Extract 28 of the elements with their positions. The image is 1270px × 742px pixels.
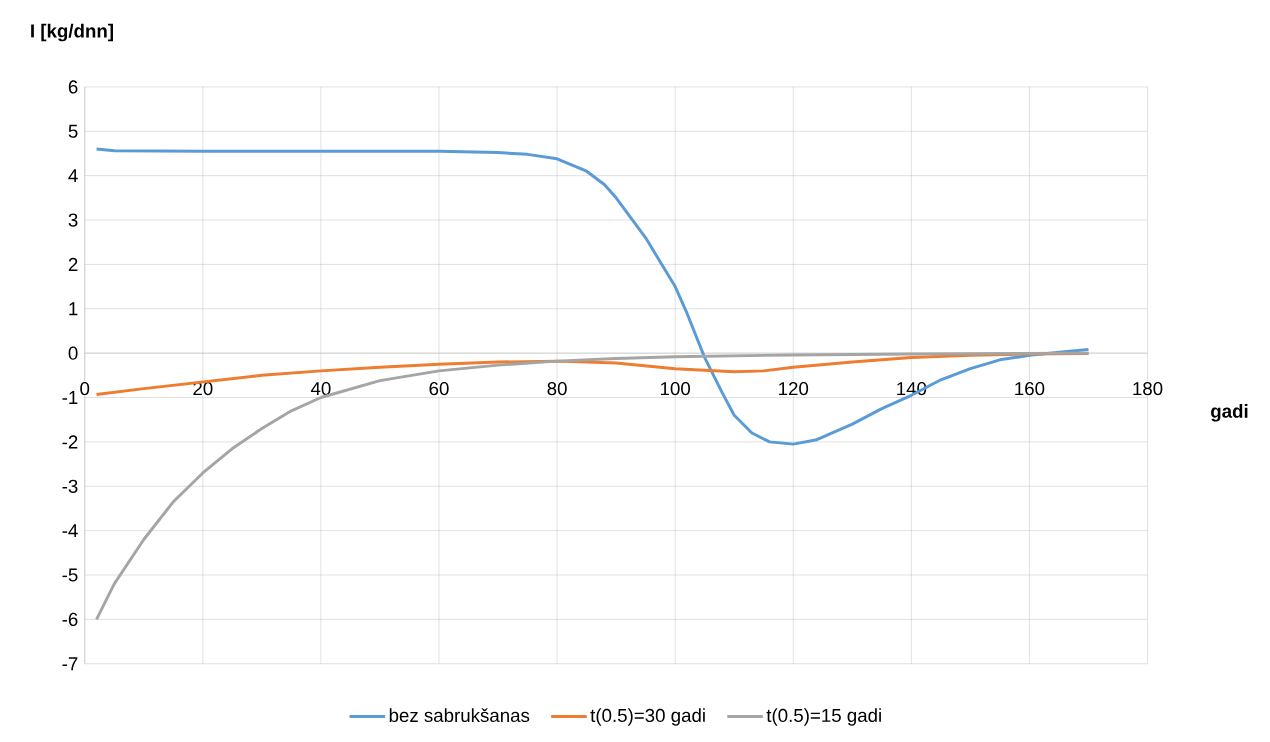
y-tick-label: 4 xyxy=(68,169,78,183)
x-axis-title: gadi xyxy=(1211,404,1248,422)
y-tick-label: 0 xyxy=(68,346,78,360)
y-tick-label: -7 xyxy=(62,657,78,671)
legend-label: t(0.5)=15 gadi xyxy=(766,708,881,726)
y-tick-label: -2 xyxy=(62,435,78,449)
x-tick-label: 160 xyxy=(1015,382,1045,396)
y-tick-label: -6 xyxy=(62,612,78,627)
x-tick-label: 60 xyxy=(429,382,449,396)
y-tick-label: -4 xyxy=(62,524,78,538)
legend-label: bez sabrukšanas xyxy=(389,708,530,723)
x-tick-label: 0 xyxy=(80,382,90,396)
y-tick-label: -3 xyxy=(62,479,78,493)
y-tick-label: 2 xyxy=(68,257,78,272)
x-tick-label: 80 xyxy=(547,382,567,396)
y-tick-label: -1 xyxy=(62,391,78,405)
y-axis-title: I [kg/dnn] xyxy=(31,23,113,42)
legend-label: t(0.5)=30 gadi xyxy=(590,708,705,726)
y-tick-label: 1 xyxy=(69,302,78,316)
y-tick-label: -5 xyxy=(62,568,78,582)
x-tick-label: 120 xyxy=(779,382,809,396)
y-tick-label: 6 xyxy=(68,80,78,94)
line-series xyxy=(95,351,1090,621)
y-tick-label: 3 xyxy=(68,213,78,227)
y-tick-label: 5 xyxy=(68,124,78,138)
x-tick-label: 100 xyxy=(660,382,691,396)
x-tick-label: 180 xyxy=(1133,382,1163,396)
x-tick-label: 40 xyxy=(310,382,331,396)
